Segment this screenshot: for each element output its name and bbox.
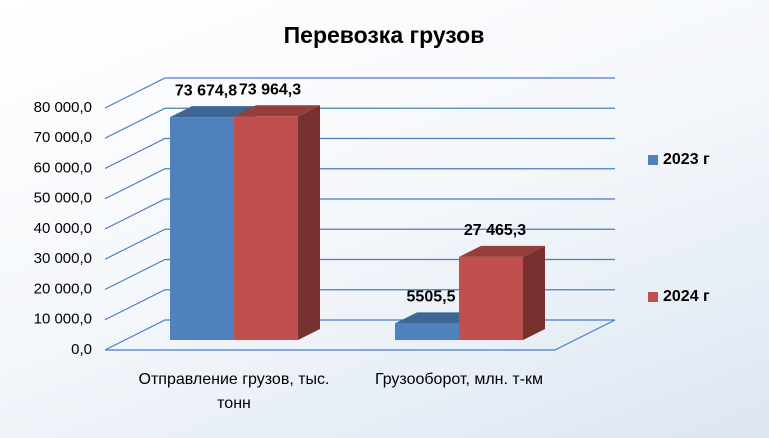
legend-label: 2024 г <box>663 288 710 305</box>
y-tick-label: 60 000,0 <box>34 159 92 176</box>
value-label: 5505,5 <box>407 289 456 306</box>
y-tick-label: 0,0 <box>71 341 92 358</box>
y-tick-label: 50 000,0 <box>34 190 92 207</box>
legend-label: 2023 г <box>663 151 710 168</box>
value-label: 73 674,8 <box>175 82 237 99</box>
value-label: 27 465,3 <box>464 222 526 239</box>
y-tick-label: 80 000,0 <box>34 99 92 116</box>
y-tick-label: 10 000,0 <box>34 311 92 328</box>
y-tick-label: 20 000,0 <box>34 280 92 297</box>
legend-swatch <box>648 292 658 302</box>
y-tick-label: 70 000,0 <box>34 129 92 146</box>
floor-side <box>554 319 616 351</box>
bar <box>234 116 298 340</box>
bar-top <box>459 245 545 257</box>
grid-line <box>104 228 615 260</box>
grid-line <box>104 198 615 230</box>
x-tick-label: Грузооборот, млн. т-км <box>374 371 544 388</box>
y-tick-label: 40 000,0 <box>34 220 92 237</box>
y-tick-label: 30 000,0 <box>34 250 92 267</box>
chart-title: Перевозка грузов <box>284 22 485 48</box>
grid-line <box>104 137 615 170</box>
grid-line <box>104 107 615 139</box>
grid-line <box>104 77 615 109</box>
bar-side <box>523 245 545 340</box>
bar <box>395 323 459 340</box>
bar <box>459 256 523 340</box>
bar-top <box>170 106 256 118</box>
legend-swatch <box>648 155 658 165</box>
bar-top <box>234 105 320 117</box>
x-tick-label: Отправление грузов, тыс. тонн <box>138 371 330 412</box>
bar <box>170 117 234 340</box>
grid-line <box>104 168 615 200</box>
value-label: 73 964,3 <box>239 81 301 98</box>
bar-side <box>298 105 320 340</box>
